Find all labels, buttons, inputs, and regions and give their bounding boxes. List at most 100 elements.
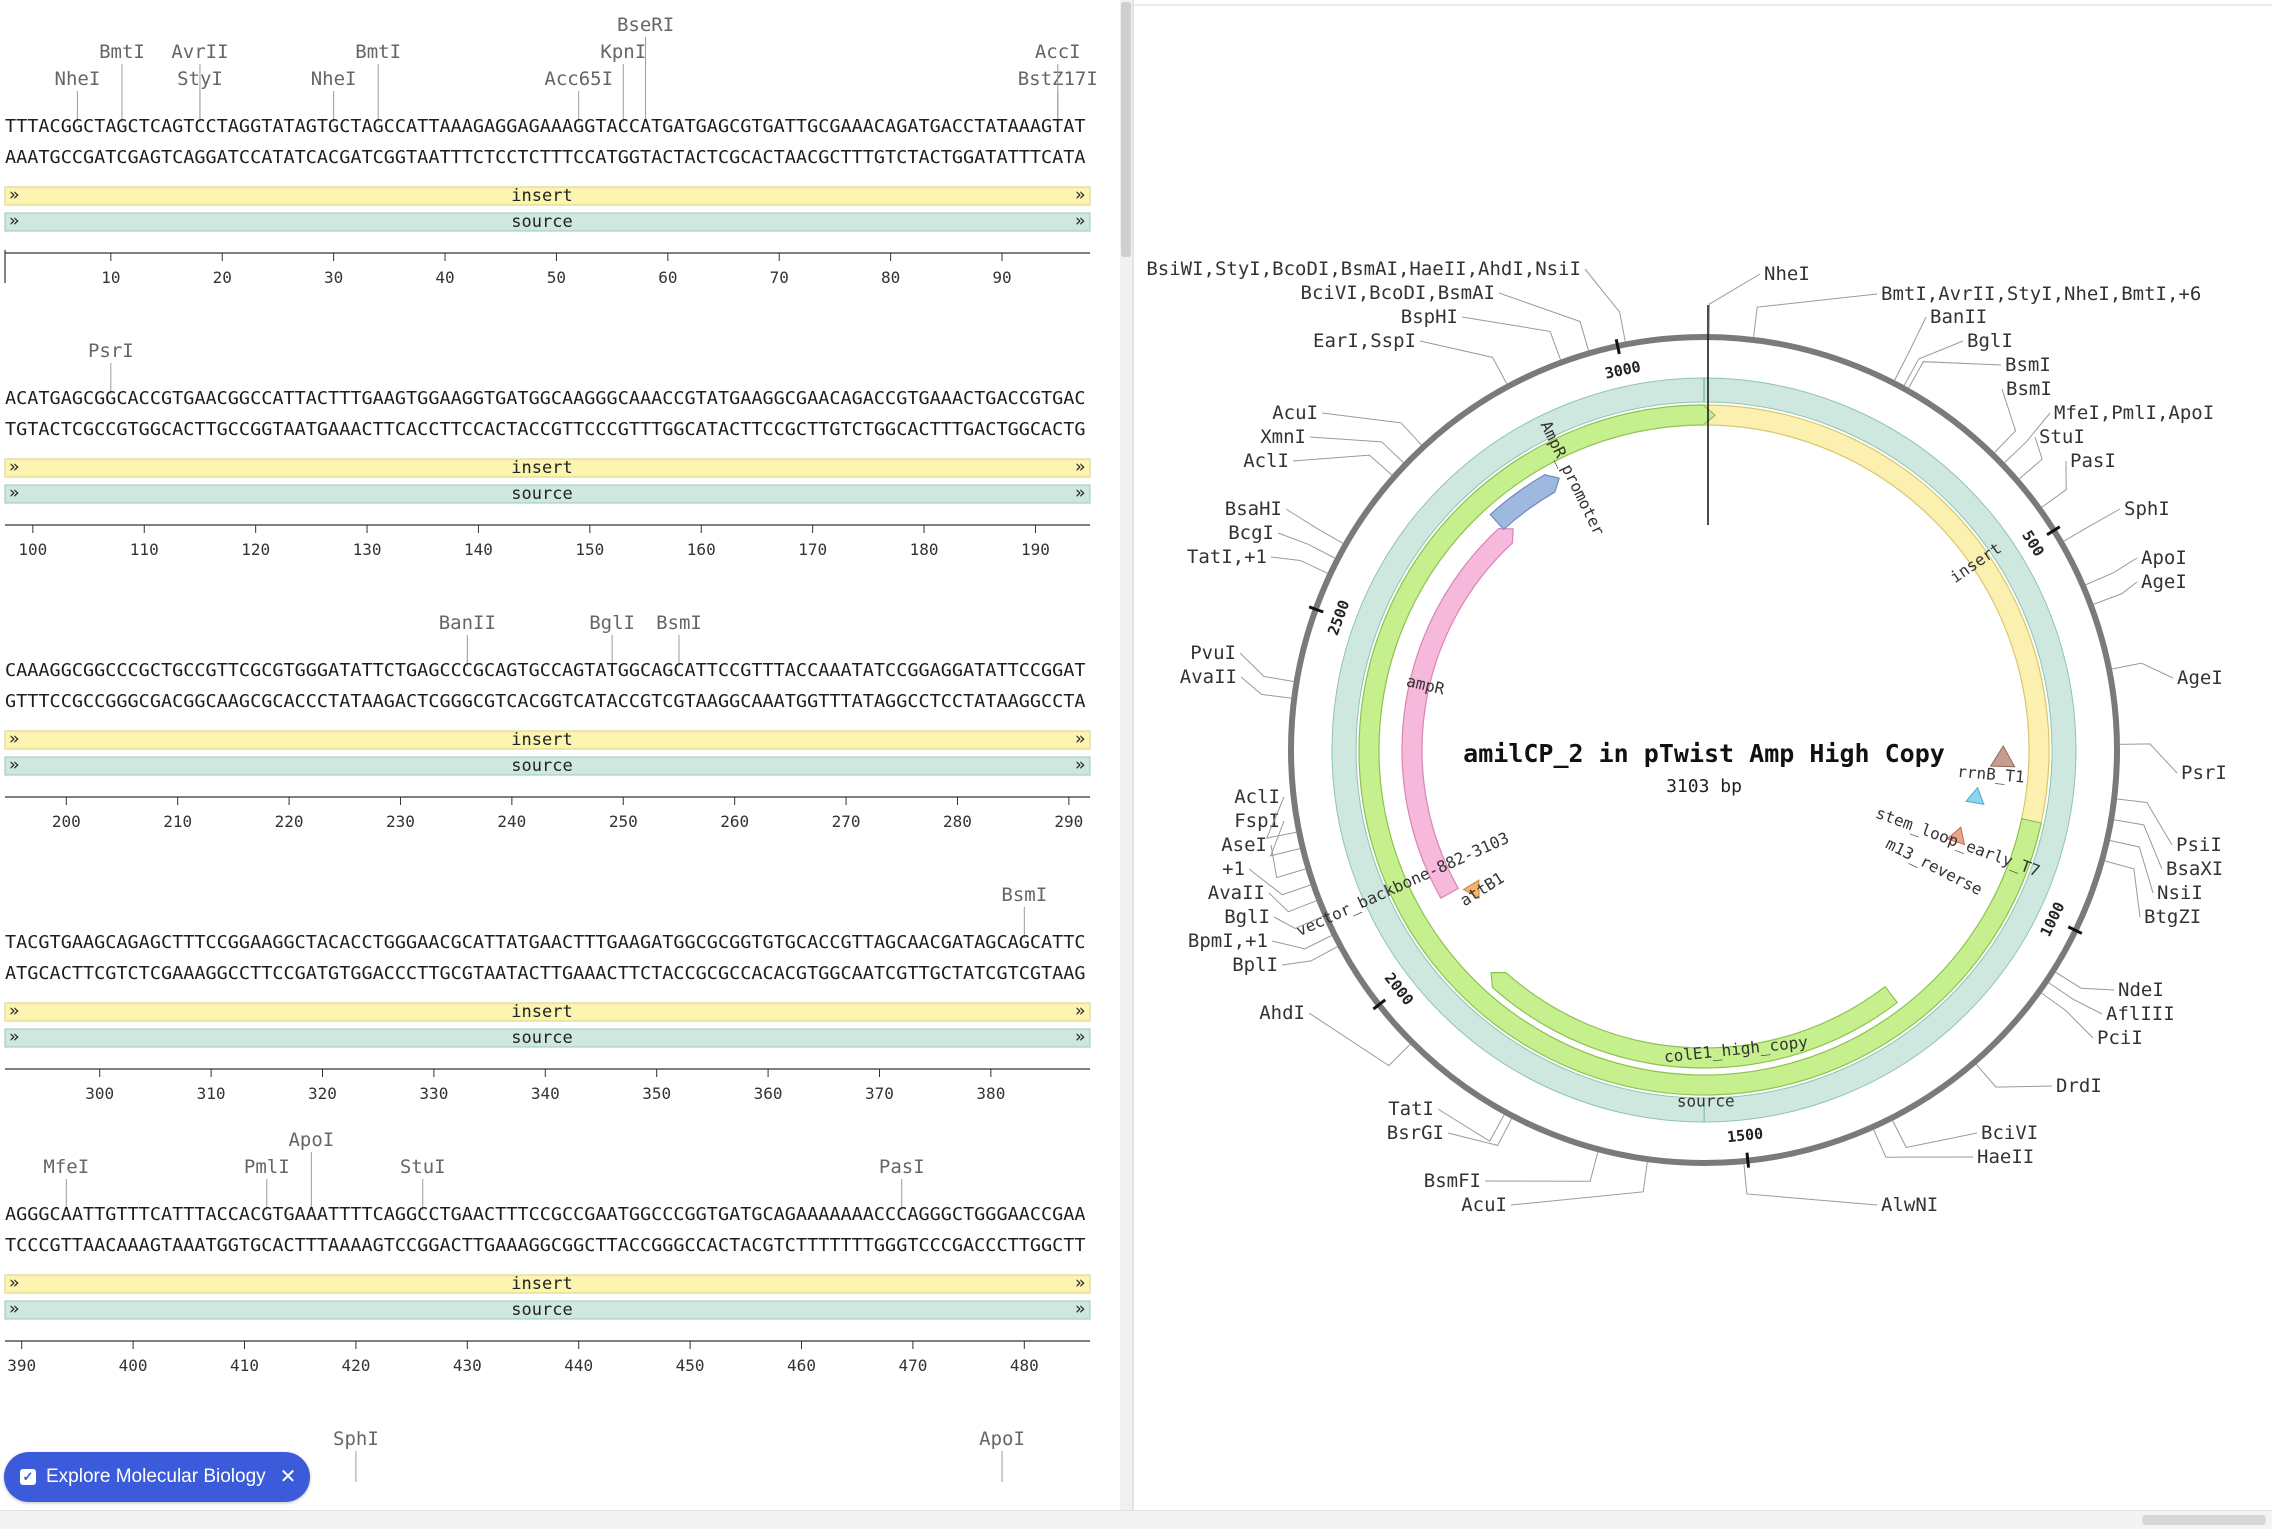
enzyme-label[interactable]: AccI (1035, 41, 1081, 63)
feature-bar[interactable] (4, 212, 1091, 232)
feature-colE1_high_copy[interactable] (1490, 971, 1899, 1069)
enzyme-label[interactable]: BseRI (617, 14, 674, 36)
feature-bar[interactable] (4, 458, 1091, 478)
enzyme-label[interactable]: AhdI (1259, 1002, 1305, 1024)
feature-stem_loop_early_T7[interactable] (1965, 786, 1986, 805)
enzyme-label[interactable]: ApoI (2141, 547, 2187, 569)
enzyme-label[interactable]: TatI,+1 (1187, 546, 1267, 568)
feature-label-attB1[interactable]: attB1 (1457, 868, 1508, 910)
feature-m13_reverse[interactable] (1946, 824, 1969, 846)
sequence-row-6[interactable]: SphI ApoI (333, 1428, 1025, 1482)
enzyme-leader-line[interactable] (1419, 340, 1508, 384)
enzyme-leader-line[interactable] (2109, 839, 2154, 894)
enzyme-label[interactable]: BsrGI (1387, 1122, 1444, 1144)
enzyme-leader-line[interactable] (1903, 340, 1964, 386)
enzyme-site[interactable]: AseI (1221, 834, 1306, 879)
feature-attB1[interactable] (1462, 879, 1486, 902)
enzyme-leader-line[interactable] (1584, 268, 1626, 342)
enzyme-site[interactable]: AlwNI (1743, 1164, 1938, 1216)
map-tick-label[interactable]: 3000 (1603, 358, 1642, 383)
feature-start-chevron[interactable]: » (9, 1273, 19, 1293)
feature-start-chevron[interactable]: » (9, 1027, 19, 1047)
feature-source[interactable]: » » source (4, 1027, 1091, 1048)
enzyme-leader-line[interactable] (2117, 798, 2173, 846)
map-tick[interactable] (2067, 925, 2083, 935)
enzyme-label[interactable]: TatI (1388, 1098, 1434, 1120)
enzyme-label[interactable]: PsrI (2181, 762, 2227, 784)
feature-label[interactable]: insert (511, 458, 572, 478)
enzyme-site[interactable]: NheI (1708, 263, 1810, 335)
enzyme-label[interactable]: PmlI (244, 1156, 290, 1178)
enzyme-leader-line[interactable] (2019, 436, 2043, 480)
horizontal-scroll-thumb[interactable] (2142, 1515, 2266, 1525)
feature-label[interactable]: source (511, 756, 572, 776)
enzyme-site[interactable]: BciVI,BcoDI,BsmAI (1301, 282, 1589, 351)
map-tick-label[interactable]: 500 (2018, 527, 2048, 560)
enzyme-leader-line[interactable] (1873, 1129, 1974, 1158)
feature-label[interactable]: insert (511, 186, 572, 206)
enzyme-leader-line[interactable] (2085, 557, 2138, 586)
feature-bar[interactable] (4, 730, 1091, 750)
enzyme-leader-line[interactable] (1292, 454, 1393, 476)
feature-insert[interactable]: » » insert (4, 729, 1091, 750)
enzyme-label[interactable]: BspHI (1401, 306, 1458, 328)
enzyme-label[interactable]: KpnI (600, 41, 646, 63)
sequence-row-4[interactable]: BsmI TACGTGAAGCAGAGCTTTCCGGAAGGCTACACCTGG… (4, 884, 1091, 1103)
enzyme-site[interactable]: BsmI (1994, 378, 2052, 453)
enzyme-label[interactable]: EarI,SspI (1313, 330, 1416, 352)
sequence-row-2[interactable]: PsrI ACATGAGCGGCACCGTGAACGGCCATTACTTTGAAG… (4, 340, 1091, 559)
enzyme-label[interactable]: AseI (1221, 834, 1267, 856)
enzyme-site[interactable]: BmtI,AvrII,StyI,NheI,BmtI,+6 (1753, 283, 2202, 338)
pane-divider[interactable] (1132, 0, 1134, 1528)
feature-start-chevron[interactable]: » (9, 755, 19, 775)
enzyme-site[interactable]: DrdI (1975, 1064, 2102, 1097)
sequence-row-1[interactable]: NheIBmtIStyIAvrIINheIBmtIAcc65IKpnIBseRI… (4, 14, 1098, 287)
map-title[interactable]: amilCP_2 in pTwist Amp High Copy (1463, 739, 1945, 768)
enzyme-leader-line[interactable] (1994, 388, 2017, 453)
enzyme-label[interactable]: BsmI (1001, 884, 1047, 906)
enzyme-site[interactable]: MfeI,PmlI,ApoI (2004, 402, 2214, 463)
enzyme-site[interactable]: BsmI (1908, 354, 2051, 389)
feature-label[interactable]: insert (511, 730, 572, 750)
feature-end-chevron[interactable]: » (1075, 729, 1085, 749)
enzyme-site[interactable]: AhdI (1259, 1002, 1411, 1067)
enzyme-site[interactable]: BpmI,+1 (1188, 930, 1332, 952)
enzyme-label[interactable]: ApoI (979, 1428, 1025, 1450)
enzyme-leader-line[interactable] (2004, 412, 2051, 463)
enzyme-label[interactable]: BmtI,AvrII,StyI,NheI,BmtI,+6 (1881, 283, 2201, 305)
enzyme-site[interactable]: BspHI (1401, 306, 1561, 360)
feature-start-chevron[interactable]: » (9, 1299, 19, 1319)
enzyme-label[interactable]: BsaHI (1225, 498, 1282, 520)
enzyme-label[interactable]: AgeI (2141, 571, 2187, 593)
enzyme-site[interactable]: HaeII (1873, 1129, 2035, 1168)
enzyme-leader-line[interactable] (1484, 1152, 1599, 1182)
enzyme-label[interactable]: BcgI (1228, 522, 1274, 544)
enzyme-leader-line[interactable] (1281, 946, 1338, 966)
enzyme-leader-line[interactable] (1321, 412, 1422, 446)
enzyme-site[interactable]: BsiWI,StyI,BcoDI,BsmAI,HaeII,AhdI,NsiI (1146, 258, 1626, 342)
feature-label[interactable]: source (511, 1028, 572, 1048)
enzyme-site[interactable]: BtgZI (2104, 860, 2201, 928)
enzyme-label[interactable]: BsmI (656, 612, 702, 634)
enzyme-label[interactable]: NsiI (2157, 882, 2203, 904)
enzyme-label[interactable]: BglI (1967, 330, 2013, 352)
enzyme-site[interactable]: PvuI (1190, 642, 1294, 682)
enzyme-leader-line[interactable] (1268, 892, 1317, 913)
enzyme-site[interactable]: PasI (2041, 450, 2116, 508)
feature-source[interactable] (1331, 377, 2077, 1123)
enzyme-leader-line[interactable] (1708, 273, 1761, 335)
enzyme-label[interactable]: PsiI (2176, 834, 2222, 856)
map-length[interactable]: 3103 bp (1666, 776, 1742, 797)
enzyme-leader-line[interactable] (1510, 1162, 1648, 1206)
enzyme-leader-line[interactable] (1447, 1118, 1513, 1146)
feature-arc[interactable] (1331, 377, 1705, 1123)
enzyme-site[interactable]: PciI (2041, 992, 2143, 1049)
enzyme-label[interactable]: AvaII (1208, 882, 1265, 904)
enzyme-leader-line[interactable] (1240, 676, 1292, 699)
feature-bar[interactable] (4, 756, 1091, 776)
enzyme-site[interactable]: FspI (1234, 810, 1300, 857)
sequence-row-5[interactable]: MfeI PmlI ApoI StuI PasI AGGGCAATTGTTTCATTTAC… (4, 1129, 1091, 1375)
feature-label[interactable]: source (511, 212, 572, 232)
enzyme-label[interactable]: AflIII (2106, 1003, 2175, 1025)
enzyme-leader-line[interactable] (1273, 915, 1323, 929)
